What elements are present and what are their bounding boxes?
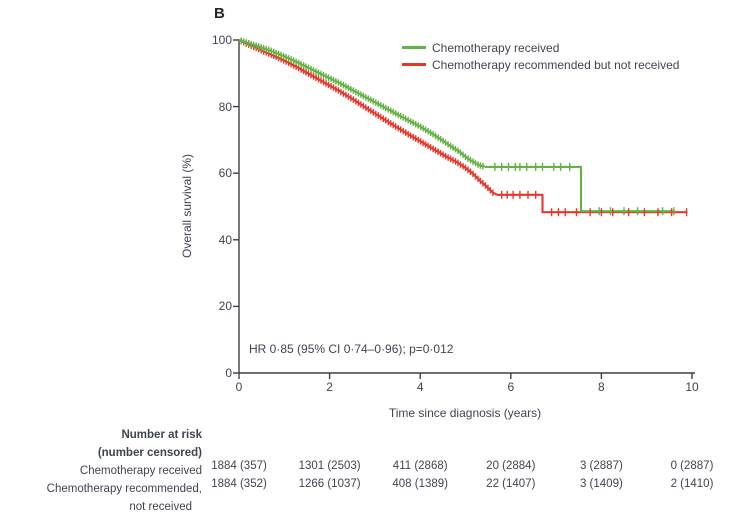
risk-table-label-column: Number at risk (number censored) Chemoth… [47,426,202,515]
y-tick-label: 100 [211,33,232,47]
risk-value: 3 (2887) [579,460,623,472]
x-tick-label: 0 [235,380,243,394]
legend: Chemotherapy received Chemotherapy recom… [402,39,679,73]
legend-item-chemo-not-received: Chemotherapy recommended but not receive… [402,56,679,73]
risk-value: 22 (1407) [486,478,536,490]
y-tick-label: 60 [218,166,232,181]
y-axis-title: Overall survival (%) [180,153,194,259]
x-tick-label: 10 [685,380,699,394]
risk-value: 411 (2868) [392,460,448,472]
legend-label: Chemotherapy recommended but not receive… [432,57,680,72]
risk-row-label-not-received-line2: not received [129,501,192,513]
x-tick-label: 2 [326,380,333,394]
legend-item-chemo-received: Chemotherapy received [402,39,679,56]
y-tick-label: 80 [218,99,232,114]
x-tick-label: 8 [598,380,605,394]
x-tick-label: 6 [507,380,515,394]
x-tick-label: 4 [416,380,424,394]
y-tick-label: 20 [218,299,232,314]
censor-marks-received [240,37,675,216]
risk-value: 1266 (1037) [298,478,361,490]
x-axis-title: Time since diagnosis (years) [388,406,542,420]
censor-marks-not-received [240,37,688,217]
green-line-sample-icon [402,46,426,49]
risk-table-header-line2: (number censored) [97,447,202,459]
red-line-sample-icon [402,63,426,66]
risk-row-label-received: Chemotherapy received [79,465,202,477]
y-tick-label: 40 [218,232,232,247]
risk-value: 20 (2884) [486,460,536,472]
risk-value: 1884 (357) [211,460,267,472]
risk-value: 1301 (2503) [298,460,361,472]
risk-value: 3 (1409) [579,478,623,490]
risk-value: 0 (2887) [670,460,714,472]
legend-label: Chemotherapy received [432,40,560,55]
risk-table-header-line1: Number at risk [121,429,202,441]
hazard-ratio-annotation: HR 0·85 (95% CI 0·74–0·96); p=0·012 [249,342,454,356]
risk-row-label-not-received-line1: Chemotherapy recommended, [46,483,202,495]
risk-value: 1884 (352) [211,478,267,490]
y-tick-label: 0 [225,366,232,380]
risk-value: 408 (1389) [392,478,448,490]
risk-value: 2 (1410) [670,478,714,490]
panel-label: B [214,5,225,22]
